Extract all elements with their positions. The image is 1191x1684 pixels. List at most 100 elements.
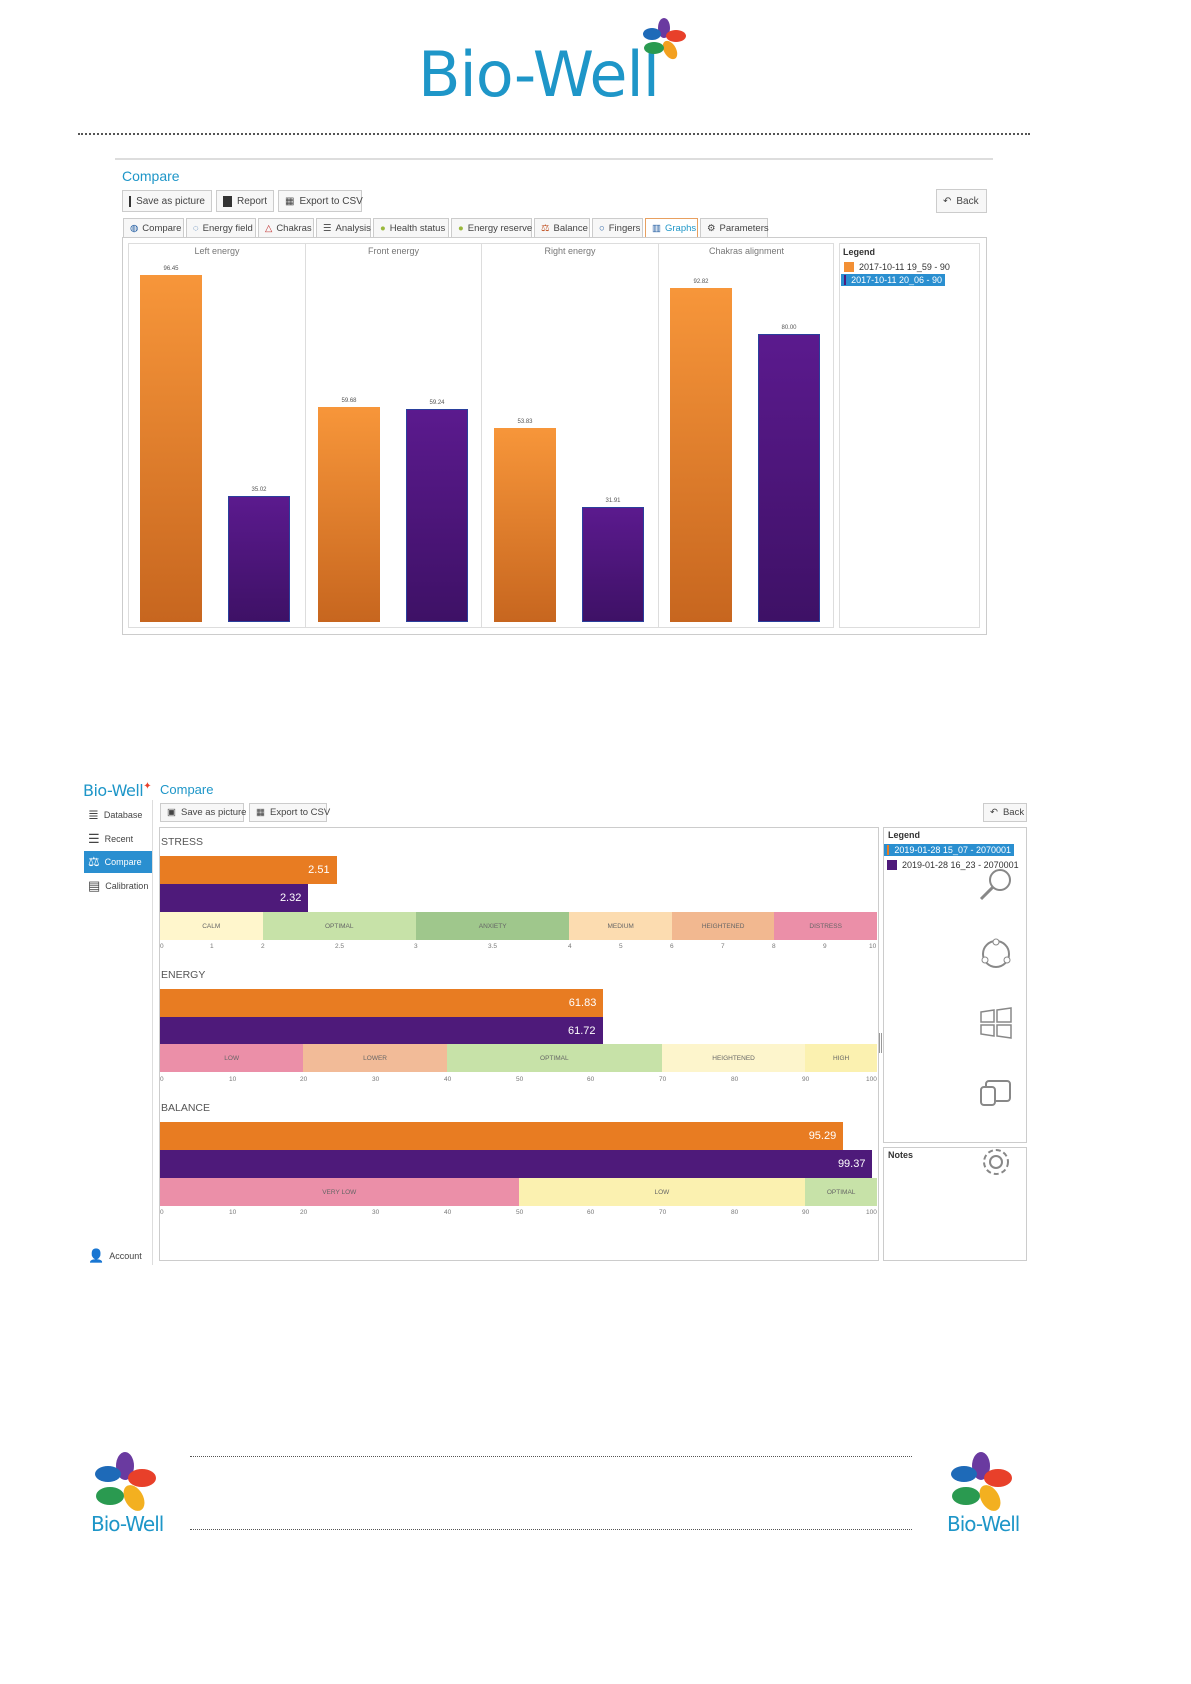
bar-left-energy-series2 (228, 495, 290, 622)
tab-balance[interactable]: ⚖ Balance (534, 218, 590, 238)
balance-scale: VERY LOW LOW OPTIMAL (160, 1178, 877, 1206)
hbar-stress-series2: 2.32 (160, 884, 309, 912)
sidebar-item-recent[interactable]: ☰ Recent (88, 831, 134, 846)
legend-swatch (844, 275, 847, 285)
tab-chakras[interactable]: △ Chakras (258, 218, 314, 238)
hbar-balance-series2: 99.37 (160, 1150, 873, 1178)
compare-icon: ◍ (130, 223, 139, 234)
tick-label: 4 (568, 943, 572, 950)
screen2-chart-frame (159, 827, 879, 1261)
tick-label: 0 (160, 943, 164, 950)
tab-compare[interactable]: ◍ Compare (123, 218, 184, 238)
legend-swatch (887, 845, 890, 855)
section-title-balance: BALANCE (161, 1102, 211, 1114)
tick-label: 20 (300, 1076, 308, 1083)
header-divider (78, 133, 1030, 135)
magnifier-icon[interactable] (978, 866, 1014, 902)
zone-low: LOW (518, 1178, 806, 1206)
flower-logo-icon (643, 18, 686, 60)
network-icon[interactable] (978, 936, 1014, 972)
bar-chakras-series1 (670, 287, 732, 622)
legend-item[interactable]: 2017-10-11 19_59 - 90 (841, 261, 953, 273)
legend-swatch (844, 262, 854, 272)
screen1-content-frame (122, 237, 987, 635)
fingers-icon: ○ (599, 223, 605, 234)
tick-label: 100 (866, 1209, 877, 1216)
zone-low: LOW (160, 1044, 304, 1072)
tick-label: 70 (659, 1209, 667, 1216)
tab-parameters[interactable]: ⚙ Parameters (700, 218, 769, 238)
parameters-icon: ⚙ (707, 223, 716, 234)
tick-label: 60 (587, 1076, 595, 1083)
legend-panel-2 (883, 827, 1027, 1143)
tab-energy-reserve[interactable]: ● Energy reserve (451, 218, 532, 238)
screen2-title: Compare (160, 782, 214, 797)
account-button[interactable]: 👤 Account (88, 1248, 142, 1263)
tick-label: 5 (619, 943, 623, 950)
bar-value-label: 80.00 (781, 325, 797, 331)
tick-label: 90 (802, 1076, 810, 1083)
tab-analysis[interactable]: ☰ Analysis (316, 218, 371, 238)
tab-energy-field[interactable]: ◌ Energy field (186, 218, 256, 238)
logo-star-icon: ✦ (143, 781, 152, 792)
calibration-icon: ▤ (88, 878, 101, 893)
settings-gear-icon[interactable] (978, 1144, 1014, 1180)
zone-calm: CALM (160, 912, 263, 940)
splitter-handle[interactable] (879, 1033, 882, 1053)
tick-label: 50 (516, 1209, 524, 1216)
chart-title-left-energy: Left energy (194, 246, 240, 256)
zone-heightened: HEIGHTENED (671, 912, 775, 940)
energy-reserve-icon: ● (458, 223, 464, 234)
bar-value-label: 31.91 (605, 498, 621, 505)
save-picture-button-2[interactable]: ▣ Save as picture (160, 803, 246, 822)
tab-graphs[interactable]: ▥ Graphs (645, 218, 698, 238)
report-button[interactable]: Report (216, 190, 274, 212)
sidebar-logo: Bio-Well✦ (83, 781, 152, 800)
legend-item[interactable]: 2019-01-28 16_23 - 2070001 (884, 859, 1022, 871)
group-divider (481, 243, 482, 628)
tab-fingers[interactable]: ○ Fingers (592, 218, 643, 238)
sidebar-item-database[interactable]: ≣ Database (88, 807, 143, 822)
tick-label: 0 (160, 1209, 164, 1216)
export-csv-button[interactable]: ▦ Export to CSV (278, 190, 363, 212)
save-picture-button[interactable]: Save as picture (122, 190, 212, 212)
legend-title-2: Legend (888, 830, 921, 840)
bar-right-energy-series2 (582, 507, 644, 622)
bar-value-label: 92.82 (693, 278, 709, 285)
zone-distress: DISTRESS (774, 912, 877, 940)
sidebar-item-calibration[interactable]: ▤ Calibration (88, 878, 149, 893)
legend-panel (839, 243, 980, 628)
tick-label: 20 (300, 1209, 308, 1216)
energy-scale: LOW LOWER OPTIMAL HEIGHTENED HIGH (160, 1044, 877, 1072)
tick-label: 30 (372, 1076, 380, 1083)
export-csv-button-2[interactable]: ▦ Export to CSV (249, 803, 330, 822)
tick-label: 90 (802, 1209, 810, 1216)
screen1-title: Compare (122, 168, 180, 184)
chart-title-chakras-alignment: Chakras alignment (708, 246, 785, 256)
table-icon: ▦ (285, 195, 295, 207)
tick-label: 3 (414, 943, 418, 950)
bar-right-energy-series1 (494, 428, 556, 622)
tick-label: 80 (731, 1209, 739, 1216)
tab-health-status[interactable]: ● Health status (373, 218, 449, 238)
sidebar-divider (152, 800, 153, 1265)
sidebar-item-compare[interactable]: ⚖ Compare (84, 851, 152, 873)
tick-label: 100 (866, 1076, 877, 1083)
back-button[interactable]: ↶ Back (936, 189, 987, 213)
hbar-energy-series2: 61.72 (160, 1017, 603, 1045)
devices-icon[interactable] (978, 1075, 1014, 1111)
scales-icon: ⚖ (88, 854, 100, 869)
legend-item-selected[interactable]: 2017-10-11 20_06 - 90 (841, 274, 945, 286)
energy-field-icon: ◌ (193, 223, 199, 234)
back-button-2[interactable]: ↶ Back (983, 803, 1027, 822)
legend-item-selected[interactable]: 2019-01-28 15_07 - 2070001 (884, 844, 1014, 856)
bar-left-energy-series1 (140, 274, 202, 622)
bar-value-label: 53.83 (517, 419, 533, 426)
screen1-topline (115, 158, 993, 160)
zone-anxiety: ANXIETY (415, 912, 570, 940)
hbar-stress-series1: 2.51 (160, 856, 337, 884)
zone-lower: LOWER (303, 1044, 447, 1072)
windows-icon[interactable] (978, 1005, 1014, 1041)
footer-divider-bottom (190, 1529, 912, 1530)
bar-value-label: 59.68 (341, 398, 357, 405)
